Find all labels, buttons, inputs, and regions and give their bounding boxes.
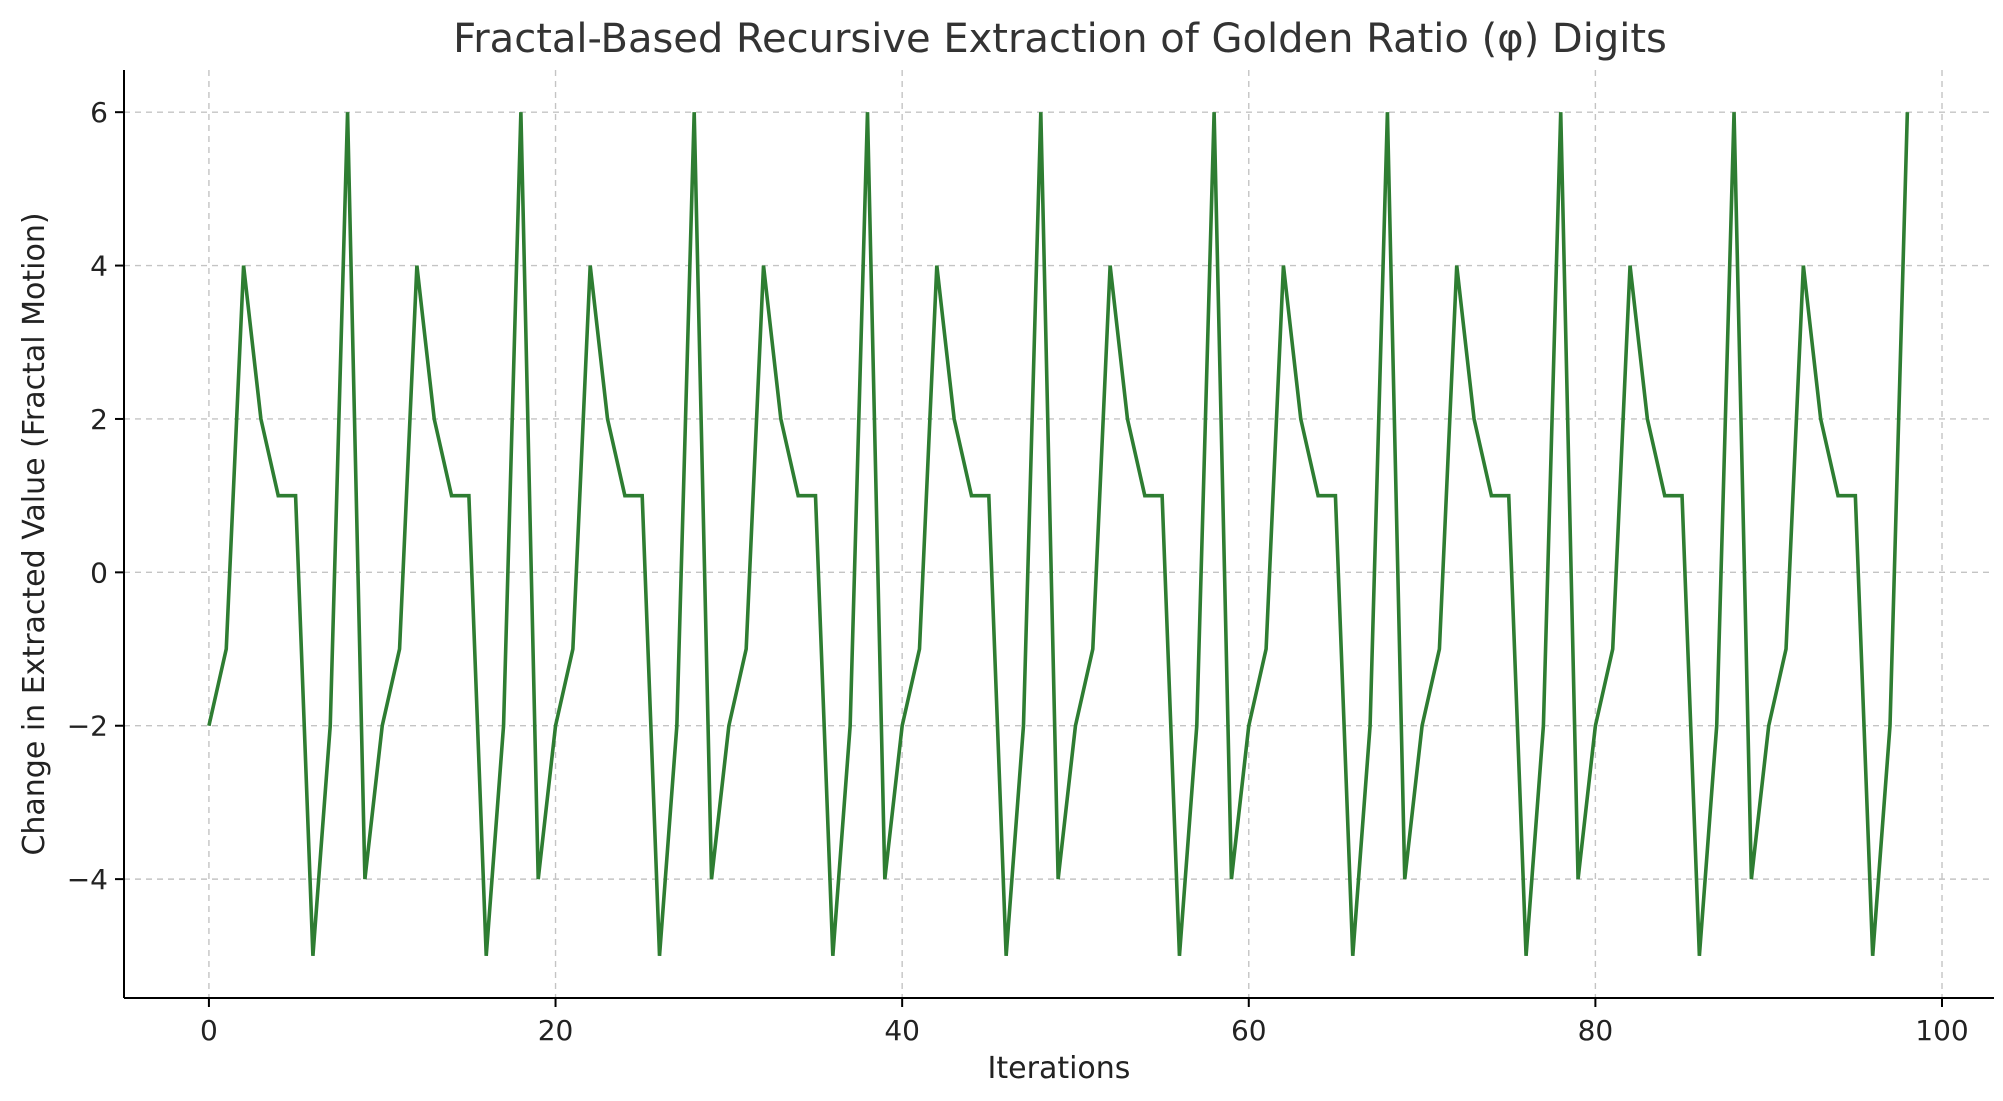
x-axis-label: Iterations	[988, 1051, 1131, 1086]
series-layer	[207, 112, 1910, 956]
y-axis-ticks: −4 −2 0 2 4 6	[67, 96, 124, 896]
y-tick-label: 2	[90, 403, 108, 436]
x-tick-label: 0	[200, 1014, 218, 1047]
y-tick-label: −2	[67, 710, 108, 743]
series-line	[207, 112, 1910, 956]
x-tick-label: 20	[538, 1014, 574, 1047]
y-tick-label: 0	[90, 556, 108, 589]
x-tick-label: 40	[884, 1014, 920, 1047]
x-tick-label: 100	[1915, 1014, 1968, 1047]
y-tick-label: −4	[67, 863, 108, 896]
chart-title: Fractal-Based Recursive Extraction of Go…	[453, 16, 1667, 62]
y-tick-label: 6	[90, 96, 108, 129]
x-tick-label: 60	[1231, 1014, 1267, 1047]
y-tick-label: 4	[90, 250, 108, 283]
y-axis-label: Change in Extracted Value (Fractal Motio…	[17, 212, 52, 855]
x-tick-label: 80	[1578, 1014, 1614, 1047]
x-axis-ticks: 0 20 40 60 80 100	[200, 998, 1969, 1047]
